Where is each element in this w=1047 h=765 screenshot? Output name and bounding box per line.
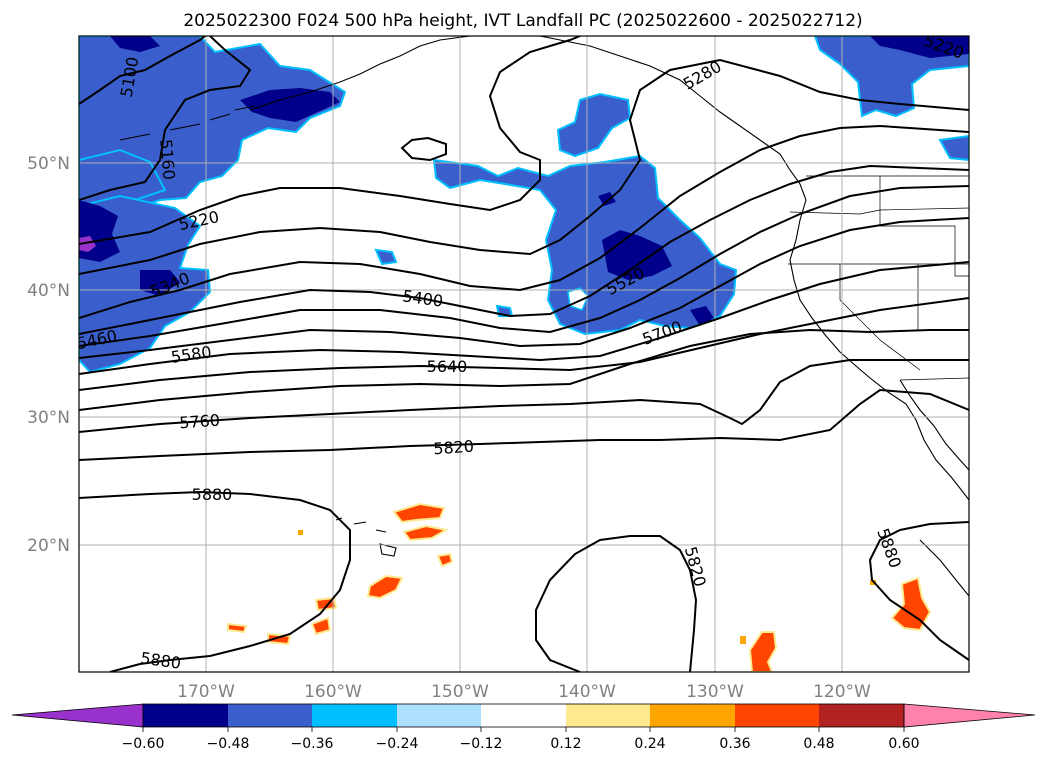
- contour-5160: [79, 36, 252, 201]
- contour-label-5820: 5820: [433, 437, 475, 459]
- contour-5100: [79, 36, 206, 105]
- contour-closed-small: [400, 136, 447, 162]
- colorbar-ticks: [142, 727, 905, 732]
- contour-5880-east: [868, 521, 969, 661]
- contour-5820: [79, 388, 969, 461]
- colorbar-extend-low: [11, 703, 144, 728]
- shading-pos-hawaii-2: [402, 524, 449, 542]
- coastline-west-coast: [789, 199, 969, 501]
- colorbar-frame: [142, 703, 905, 728]
- colorbar-label: −0.60: [122, 736, 165, 752]
- colorbar-segment: [735, 704, 819, 727]
- border-wa-or: [789, 207, 969, 215]
- coastlines: [119, 36, 969, 597]
- colorbar-label: −0.48: [207, 736, 250, 752]
- colorbar-extend-high: [903, 703, 1036, 728]
- contour-5820-south: [535, 535, 698, 672]
- contour-5700: [79, 328, 969, 411]
- positive-anomaly-shading: [227, 502, 932, 672]
- border-id: [879, 176, 969, 277]
- lon-label-120w: 120°W: [813, 682, 871, 702]
- contour-5880-north: [79, 490, 351, 672]
- lon-label-170w: 170°W: [177, 682, 235, 702]
- gridlines: [79, 36, 969, 672]
- lat-label-30: 30°N: [27, 408, 70, 428]
- contour-label-5160: 5160: [156, 138, 178, 180]
- contour-5580: [79, 261, 969, 375]
- colorbar-label: −0.36: [291, 736, 334, 752]
- shading-pos-sw-1: [366, 574, 404, 600]
- contour-5640: [79, 297, 969, 391]
- lat-label-50: 50°N: [27, 154, 70, 174]
- shading-core-ne: [870, 36, 969, 58]
- colorbar-segment: [228, 704, 312, 727]
- colorbar-segment: [397, 704, 481, 727]
- map-panel: 5100 5160 5220 5280 5340 5400 5460 5520 …: [78, 35, 970, 673]
- colorbar-segment: [143, 704, 228, 727]
- shading-core-north: [598, 192, 616, 206]
- shading-pos-dot-1: [298, 530, 303, 535]
- contour-5520: [79, 217, 969, 359]
- shading-pos-dot-3: [740, 636, 746, 644]
- contour-5340: [79, 124, 969, 319]
- figure-title: 2025022300 F024 500 hPa height, IVT Land…: [183, 11, 862, 31]
- border-us-mexico: [899, 377, 969, 381]
- contour-label-5880-sw: 5880: [139, 648, 182, 672]
- lon-label-140w: 140°W: [558, 682, 616, 702]
- shading-coast-nw: [938, 134, 969, 162]
- lat-label-40: 40°N: [27, 281, 70, 301]
- coastline-gulf-alaska: [539, 36, 807, 201]
- colorbar-label: 0.48: [803, 736, 834, 752]
- colorbar-segment: [566, 704, 650, 727]
- coastline-aleutians: [119, 105, 256, 141]
- contour-label-5880: 5880: [192, 485, 233, 504]
- contour-5460: [79, 185, 969, 347]
- shading-purple: [79, 236, 96, 252]
- lon-label-150w: 150°W: [431, 682, 489, 702]
- colorbar-segment: [312, 704, 397, 727]
- colorbar-label: 0.36: [719, 736, 750, 752]
- lon-label-130w: 130°W: [686, 682, 744, 702]
- lat-label-20: 20°N: [27, 536, 70, 556]
- lon-label-160w: 160°W: [304, 682, 362, 702]
- latitude-labels: 50°N 40°N 30°N 20°N: [27, 154, 70, 556]
- contour-label-5640: 5640: [427, 357, 468, 376]
- colorbar-label: −0.24: [376, 736, 419, 752]
- contour-5280: [79, 58, 969, 275]
- contour-5400: [79, 164, 969, 335]
- colorbar-label: 0.24: [634, 736, 665, 752]
- colorbar-label: 0.12: [550, 736, 581, 752]
- shading-pos-hawaii-1: [392, 502, 446, 524]
- contour-5760: [79, 359, 969, 433]
- shading-pos-sw-3: [310, 616, 332, 636]
- height-contours: [79, 36, 969, 672]
- border-ca-nv: [839, 264, 921, 371]
- coastline-alaska: [249, 36, 471, 111]
- shading-core-bering: [240, 88, 340, 122]
- shading-pos-south: [748, 631, 778, 672]
- coastline-baja-gulf: [899, 379, 969, 471]
- contour-label-5760: 5760: [179, 411, 221, 433]
- shading-pos-sw-4: [227, 622, 248, 634]
- colorbar-segment: [650, 704, 735, 727]
- shading-small-1: [374, 248, 398, 266]
- colorbar: −0.60 −0.48 −0.36 −0.24 −0.12 0.12 0.24 …: [11, 703, 1036, 752]
- colorbar-label: −0.12: [460, 736, 503, 752]
- colorbar-label: 0.60: [888, 736, 919, 752]
- colorbar-segment: [819, 704, 904, 727]
- longitude-labels: 170°W 160°W 150°W 140°W 130°W 120°W: [177, 682, 871, 702]
- map-frame: [78, 35, 970, 673]
- shading-core-alaska: [110, 36, 160, 52]
- shading-pos-hawaii-3: [436, 552, 454, 568]
- colorbar-segment: [481, 704, 566, 727]
- coastline-mexico: [919, 539, 969, 597]
- shading-pos-se: [890, 576, 932, 632]
- shading-gulf-alaska: [556, 92, 632, 158]
- contour-5220-west: [79, 36, 581, 245]
